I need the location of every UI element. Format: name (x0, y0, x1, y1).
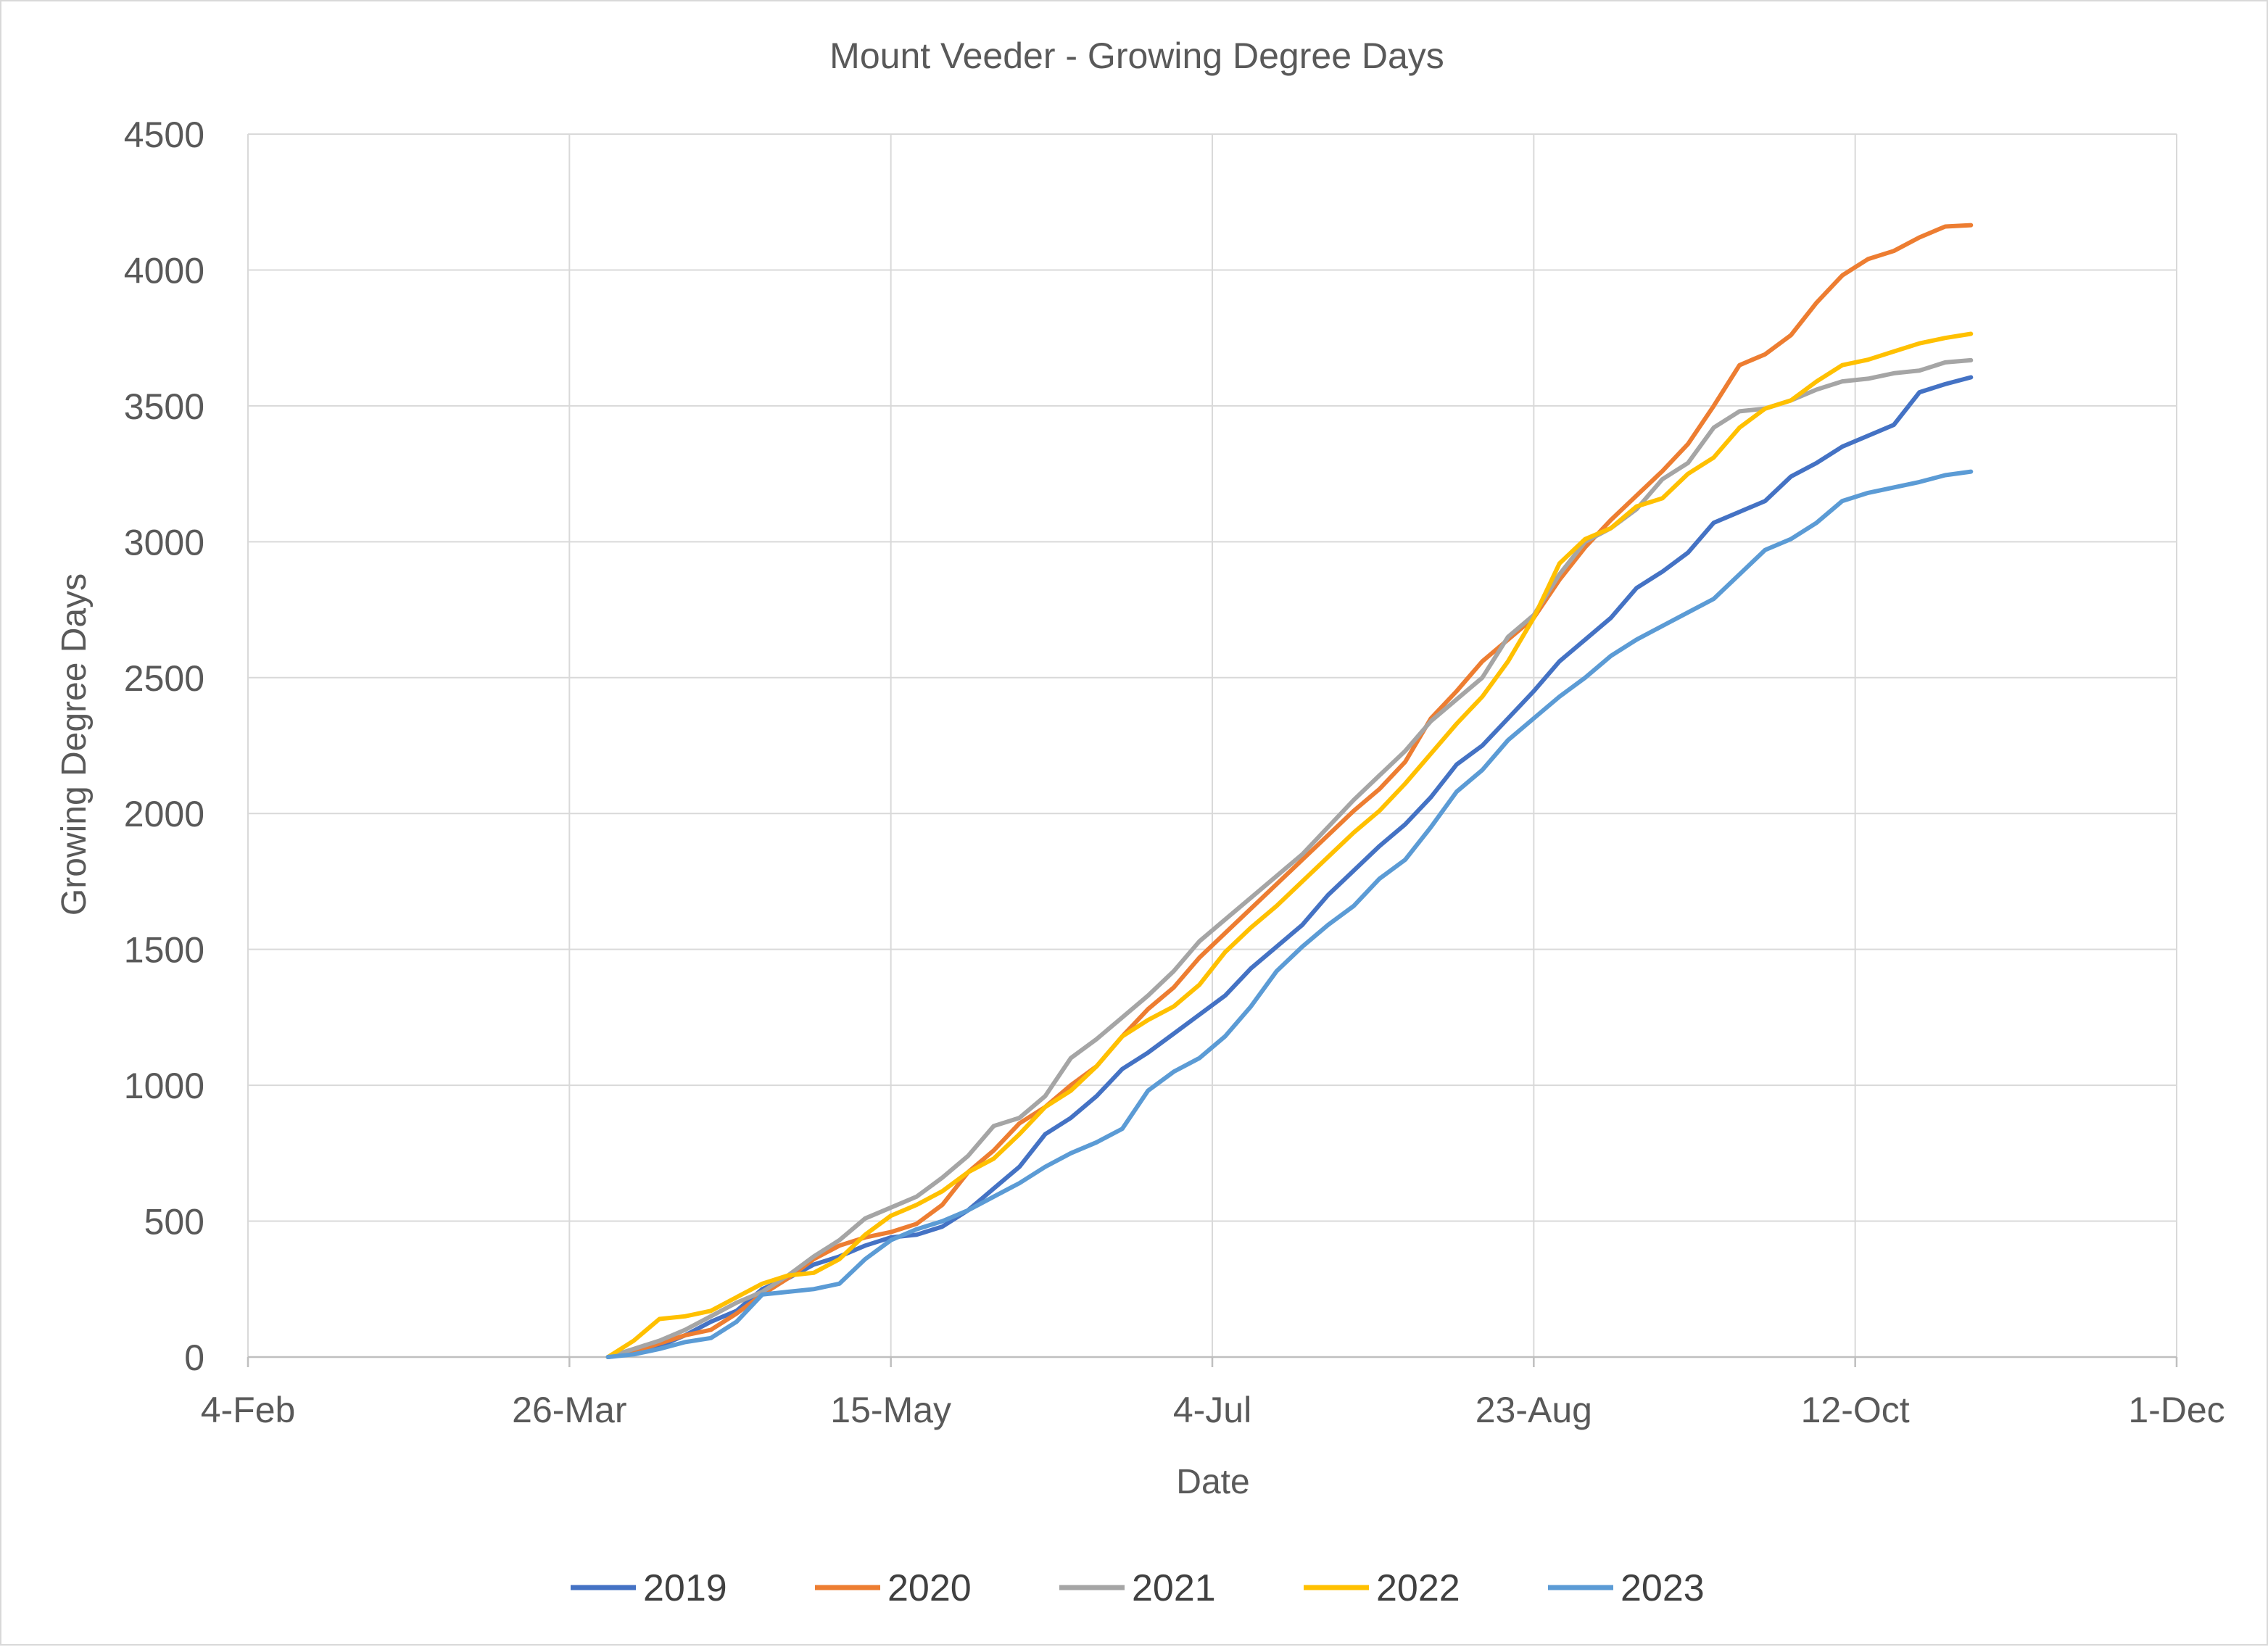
y-tick-label: 0 (184, 1337, 204, 1378)
y-tick-label: 4500 (124, 115, 204, 155)
axes (247, 1356, 2178, 1367)
legend-item-2020: 2020 (815, 1567, 972, 1609)
y-tick-label: 2000 (124, 794, 204, 834)
x-tick-label: 1-Dec (2128, 1390, 2224, 1430)
y-tick-label: 3000 (124, 522, 204, 563)
x-tick-label: 4-Jul (1173, 1390, 1251, 1430)
legend-label: 2023 (1621, 1567, 1705, 1609)
y-tick-label: 3500 (124, 386, 204, 427)
x-axis-label: Date (1176, 1463, 1249, 1501)
series-line-2020 (605, 223, 1974, 1359)
y-tick-label: 1500 (124, 930, 204, 971)
x-tick-label: 4-Feb (201, 1390, 296, 1430)
y-tick-label: 2500 (124, 658, 204, 699)
y-tick-label: 4000 (124, 250, 204, 291)
gridlines (247, 133, 2177, 1358)
legend-label: 2022 (1376, 1567, 1460, 1609)
x-axis-ticks: 4-Feb 26-Mar 15-May 4-Jul 23-Aug 12-Oct 1-Dec (201, 1390, 2225, 1430)
y-tick-label: 500 (144, 1202, 204, 1242)
series-line-2019 (605, 375, 1974, 1359)
series-line-2022 (605, 331, 1974, 1359)
x-tick-label: 15-May (830, 1390, 951, 1430)
legend: 2019 2020 2021 2022 2023 (571, 1567, 1705, 1609)
series-line-2023 (605, 469, 1974, 1359)
x-tick-label: 23-Aug (1476, 1390, 1592, 1430)
x-tick-label: 12-Oct (1801, 1390, 1910, 1430)
legend-label: 2019 (643, 1567, 727, 1609)
legend-item-2021: 2021 (1059, 1567, 1216, 1609)
y-tick-label: 1000 (124, 1066, 204, 1106)
legend-item-2019: 2019 (571, 1567, 727, 1609)
chart-title: Mount Veeder - Growing Degree Days (829, 36, 1444, 76)
series-line-2021 (605, 357, 1974, 1359)
legend-label: 2020 (887, 1567, 972, 1609)
y-axis-label: Growing Degree Days (55, 573, 94, 916)
series-lines (605, 223, 1974, 1359)
x-tick-label: 26-Mar (512, 1390, 626, 1430)
y-axis-ticks: 0 500 1000 1500 2000 2500 3000 3500 4000 4500 (124, 115, 204, 1378)
legend-item-2022: 2022 (1304, 1567, 1460, 1609)
legend-item-2023: 2023 (1548, 1567, 1705, 1609)
legend-label: 2021 (1132, 1567, 1216, 1609)
